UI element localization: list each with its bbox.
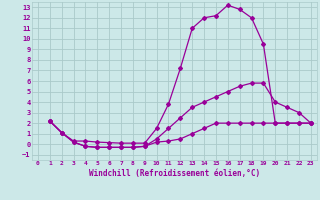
X-axis label: Windchill (Refroidissement éolien,°C): Windchill (Refroidissement éolien,°C)	[89, 169, 260, 178]
